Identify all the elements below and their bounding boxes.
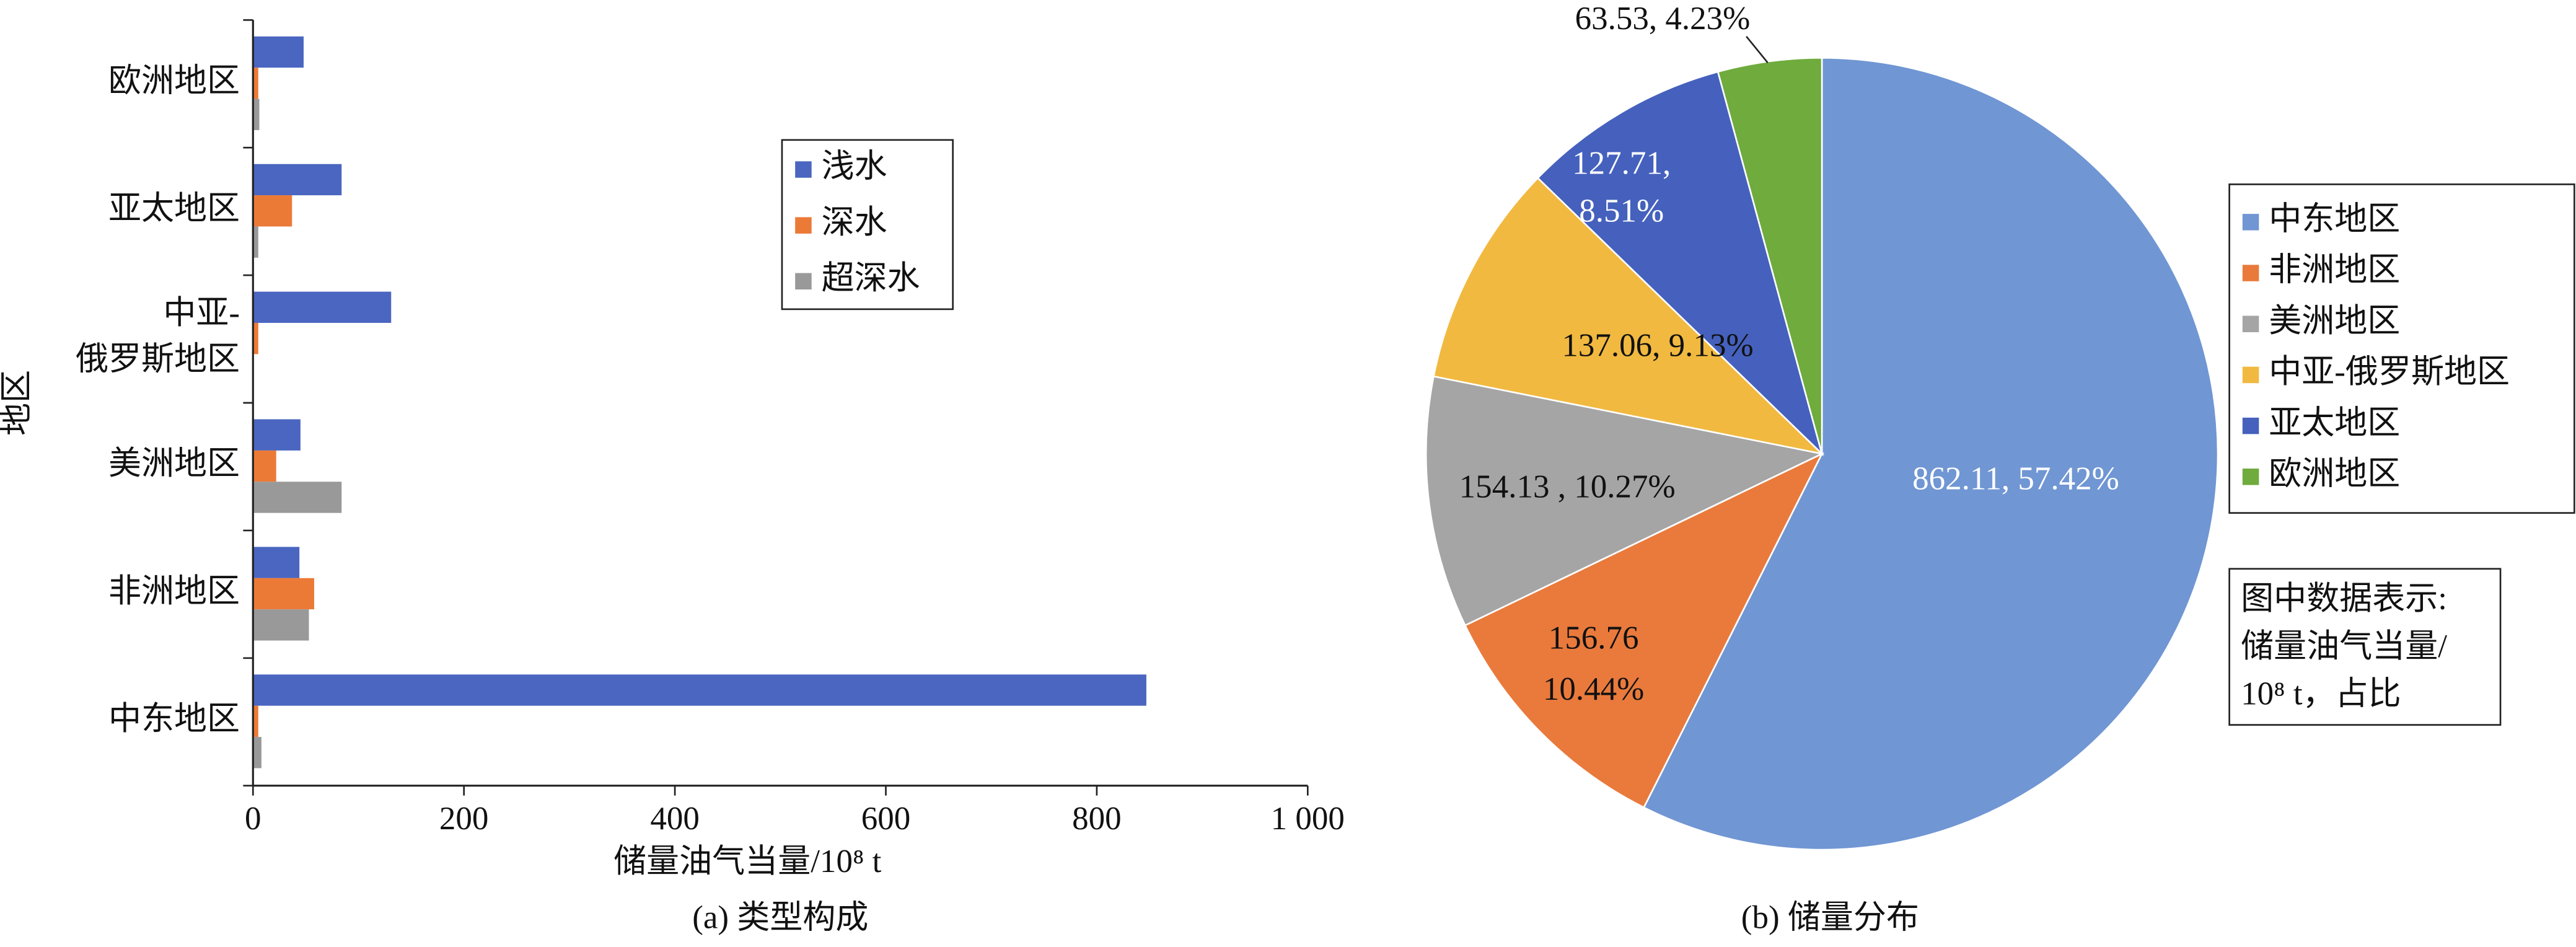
bar [253,674,1146,706]
y-tick-label: 亚太地区 [108,190,240,226]
pie-slice [1717,56,1823,454]
legend-label: 深水 [822,205,887,240]
pie-slice [1536,71,1824,457]
y-tick-label: 美洲地区 [108,446,240,482]
pie-slice [1432,177,1825,456]
bar [253,195,292,227]
bar [253,578,314,610]
y-tick-label: 中亚- [163,295,240,331]
bar [253,164,342,196]
legend-label: 超深水 [822,260,920,296]
y-tick-label: 欧洲地区 [108,63,240,99]
x-tick-label: 600 [861,801,911,837]
legend-label: 中东地区 [2269,201,2400,237]
legend-swatch [795,273,812,290]
y-tick-label: 中东地区 [108,701,240,737]
bar [253,68,258,99]
legend-label: 非洲地区 [2269,252,2400,288]
legend-label: 美洲地区 [2269,303,2400,339]
x-tick-label: 0 [245,801,262,837]
data-label: 137.06, 9.13% [1562,328,1753,364]
legend-swatch [2242,214,2259,231]
pie-slice [1464,452,1824,809]
legend-swatch [2242,315,2259,333]
pie-slice [1642,56,2219,851]
legend-label: 中亚-俄罗斯地区 [2269,354,2510,390]
caption: (a) 类型构成 [692,899,868,935]
data-label: 156.76 [1549,620,1639,656]
note-line: 10⁸ t，占比 [2241,676,2401,712]
legend-label: 欧洲地区 [2269,456,2400,491]
data-label: 862.11, 57.42% [1912,460,2119,496]
bar [253,609,309,641]
legend-swatch [795,161,812,178]
bar [253,36,304,68]
bar [253,226,258,258]
data-label: 127.71, [1572,145,1671,181]
bar [253,99,260,130]
caption: (b) 储量分布 [1741,899,1919,935]
data-label: 8.51% [1579,193,1664,229]
bar [253,322,258,355]
legend-swatch [2242,469,2259,485]
legend-label: 浅水 [822,149,887,185]
pie-slice [1425,375,1825,627]
bar [253,547,300,578]
y-tick-label: 俄罗斯地区 [76,341,240,377]
legend-swatch [2242,366,2259,384]
note-line: 图中数据表示: [2241,581,2447,617]
legend-swatch [795,217,812,234]
x-tick-label: 400 [650,801,700,837]
x-axis-label: 储量油气当量/10⁸ t [613,843,882,879]
legend-swatch [2242,265,2259,281]
data-label: 10.44% [1543,671,1644,707]
bar [253,450,276,482]
note-line: 储量油气当量/ [2241,628,2447,664]
bar [253,737,262,769]
data-label: 63.53, 4.23% [1575,1,1751,37]
y-tick-label: 非洲地区 [108,573,240,609]
data-label: 154.13 , 10.27% [1459,469,1676,505]
note-box [2228,568,2502,726]
y-axis-label: 地区 [0,370,35,436]
x-tick-label: 1 000 [1271,801,1345,837]
legend-swatch [2242,417,2259,434]
x-tick-label: 800 [1072,801,1122,837]
leader-line [1746,35,1769,64]
x-tick-label: 200 [439,801,489,837]
legend-box [2228,183,2575,514]
legend-label: 亚太地区 [2269,405,2400,441]
bar [253,482,342,513]
bar [253,705,258,738]
bar [253,291,392,323]
bar [253,419,301,451]
